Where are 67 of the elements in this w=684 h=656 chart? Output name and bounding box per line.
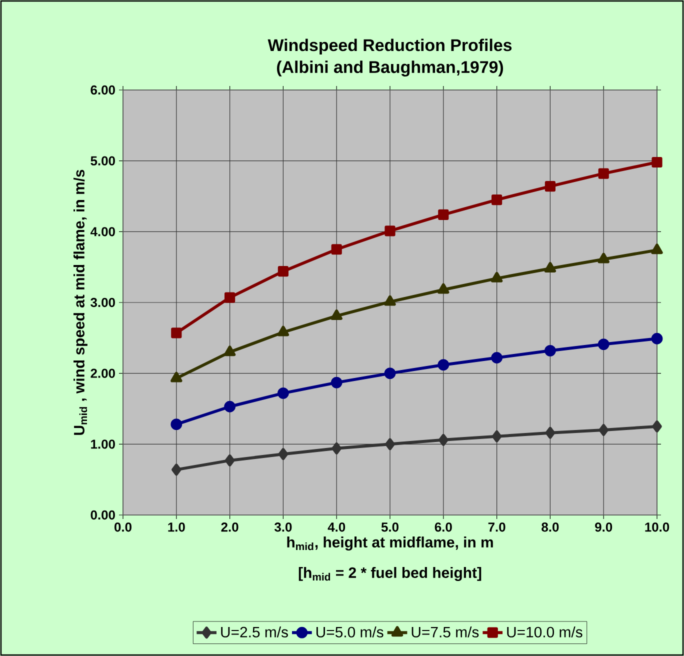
x-tick-label: 3.0 [274,522,292,532]
x-axis-title: h$_{mid}$, height at midflame, in m [287,536,493,551]
point [278,266,288,277]
point [171,328,182,338]
point [170,372,182,382]
x-tick-label: 0.0 [114,522,132,532]
point [438,209,449,220]
point [277,326,290,336]
x-tick-label: 5.0 [381,522,398,532]
point [384,368,396,380]
point [544,181,556,192]
point [331,244,342,255]
chart-subtitle: (Albini and Baughman,1979) [276,60,504,77]
point [330,376,342,388]
point [651,332,663,344]
point [224,292,236,303]
legend-label: U=10.0 m/s [507,626,582,638]
point [278,387,289,399]
point [438,434,448,446]
x-tick-label: 10.0 [645,522,670,532]
point [544,262,556,272]
point [385,438,395,450]
y-tick-label: 4.00 [90,227,115,236]
point [651,244,663,254]
point [492,430,502,442]
point [492,194,502,206]
point [598,424,608,436]
point [652,156,662,168]
point [598,168,609,179]
x-tick-label: 8.0 [542,522,559,532]
y-tick-label: 5.00 [90,156,115,166]
y-tick-label: 1.00 [91,440,115,449]
point [438,283,450,294]
chart-title: Windspeed Reduction Profiles [268,38,512,55]
y-tick-label: 6.00 [90,85,115,95]
x-tick-label: 9.0 [595,522,612,532]
point [544,344,556,356]
y-axis-title: U$_{mid}$ , wind speed at mid flame, in m/s [74,170,88,435]
x-tick-label: 4.0 [328,522,346,532]
point [490,272,503,282]
legend-label: U=2.5 m/s [221,626,288,638]
point [598,338,610,350]
legend-label: U=5.0 m/s [316,626,384,638]
x-tick-label: 1.0 [168,522,185,532]
point [491,352,503,364]
y-tick-label: 0.00 [90,510,115,520]
point [384,226,396,236]
y-tick-label: 2.00 [90,368,115,378]
point [652,420,662,432]
point [545,426,556,439]
point [330,309,342,320]
x-tick-label: 2.0 [221,522,238,532]
point [172,464,182,476]
point [332,442,342,454]
point [384,295,396,306]
point [170,418,182,430]
y-tick-label: 3.00 [90,298,115,308]
legend-label: U=7.5 m/s [412,626,479,638]
point [224,400,236,412]
x-tick-label: 7.0 [488,522,506,532]
text: [h$_{mid}$ = 2 * fuel bed height] [298,567,482,581]
point [598,252,610,264]
point [224,346,236,356]
point [438,359,450,371]
x-tick-label: 6.0 [434,522,452,532]
point [224,454,235,466]
point [278,448,288,460]
